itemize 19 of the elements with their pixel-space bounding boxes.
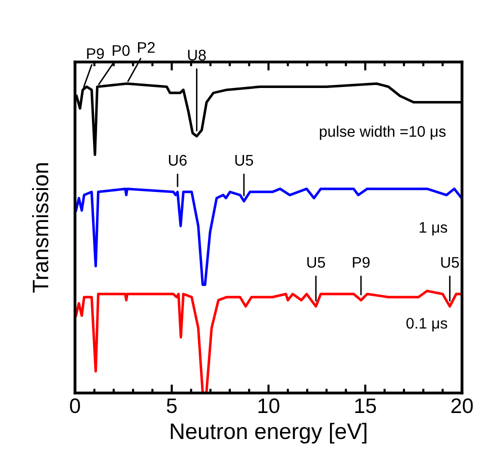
x-tick-label: 15 <box>355 398 376 414</box>
annotation: 0.1 μs <box>406 318 448 332</box>
annotation: U5 <box>441 257 459 268</box>
x-axis-title: Neutron energy [eV] <box>170 422 366 444</box>
annotation: 1 μs <box>420 222 448 236</box>
x-tick-label: 10 <box>258 398 280 414</box>
annotation: U8 <box>188 50 206 61</box>
y-axis-title: Transmission <box>32 163 48 293</box>
annotation: P0 <box>112 45 130 56</box>
annotation: P2 <box>138 42 155 53</box>
x-tick-label: 5 <box>166 398 177 414</box>
annotation: P9 <box>352 256 370 268</box>
x-tick-label: 20 <box>451 398 473 414</box>
annotation: U5 <box>307 257 326 268</box>
annotation: P9 <box>87 48 104 60</box>
annotation: pulse width =10 μs <box>320 126 446 140</box>
annotation: U6 <box>168 154 187 166</box>
annotation: U5 <box>235 155 254 166</box>
x-tick-label: 0 <box>70 398 80 414</box>
